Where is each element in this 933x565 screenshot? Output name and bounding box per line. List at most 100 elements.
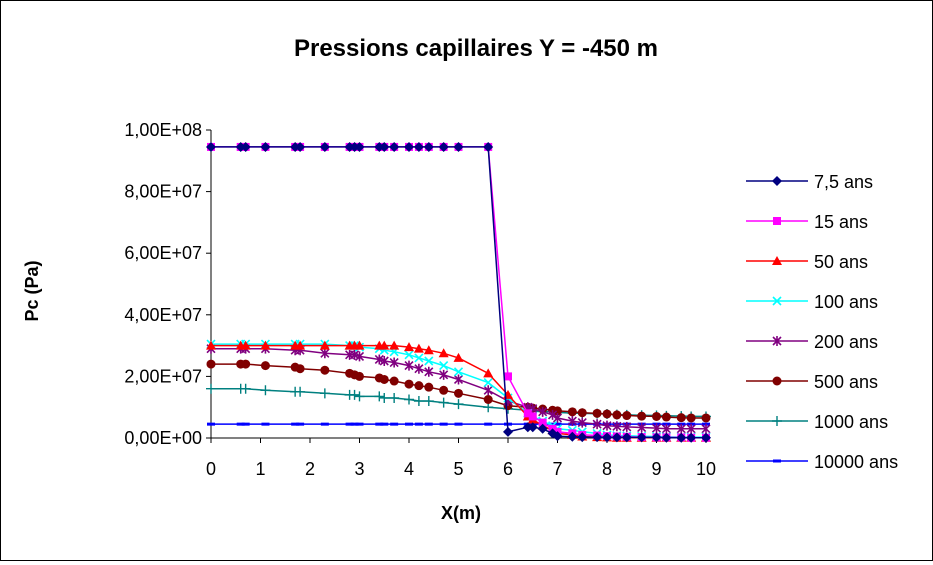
data-point [206, 141, 216, 152]
x-tick-label: 8 [602, 459, 612, 479]
data-point [438, 397, 449, 408]
data-point [661, 423, 671, 434]
data-point [528, 412, 537, 421]
data-point [350, 422, 359, 426]
data-point [424, 422, 433, 426]
data-point [676, 413, 686, 423]
data-point [260, 385, 271, 396]
data-point [355, 371, 364, 381]
data-point [651, 432, 662, 443]
data-point [622, 421, 632, 432]
data-point [389, 376, 399, 386]
data-point [354, 340, 365, 350]
legend: 7,5 ans 15 ans 50 ans 100 ans 200 ans 500 ans… [746, 172, 898, 472]
data-point [379, 392, 390, 403]
legend-entry: 1000 ans [746, 412, 888, 432]
series-7-5-ans [206, 141, 711, 443]
legend-entry: 100 ans [746, 292, 878, 312]
legend-entry: 50 ans [746, 252, 868, 272]
data-point [320, 365, 330, 375]
data-point [651, 423, 662, 434]
data-point [773, 217, 781, 225]
series-layer [206, 141, 711, 443]
x-tick-label: 3 [354, 459, 364, 479]
data-point [637, 411, 647, 421]
data-point [772, 336, 782, 346]
data-point [206, 340, 216, 350]
data-point [504, 372, 512, 381]
data-point [423, 141, 434, 152]
data-point [686, 423, 696, 434]
data-point [503, 426, 513, 437]
data-point [577, 432, 588, 443]
data-point [240, 340, 251, 350]
y-tick-label: 4,00E+07 [124, 305, 202, 325]
data-point [240, 141, 251, 152]
data-point [405, 422, 413, 426]
data-point [676, 432, 687, 443]
data-point [345, 422, 354, 426]
legend-entry: 15 ans [746, 212, 868, 232]
data-point [241, 359, 251, 369]
data-point [552, 431, 563, 442]
data-point [375, 422, 384, 426]
data-point [661, 432, 672, 443]
legend-label: 10000 ans [814, 452, 898, 472]
data-point [454, 388, 463, 398]
data-point [611, 432, 622, 443]
data-point [260, 141, 271, 152]
data-point [701, 413, 711, 423]
data-point [772, 416, 782, 426]
data-point [676, 423, 686, 434]
legend-entry: 200 ans [746, 332, 878, 352]
x-tick-label: 9 [651, 459, 661, 479]
data-point [637, 422, 647, 433]
data-point [453, 399, 464, 410]
data-point [439, 422, 448, 426]
data-point [483, 141, 494, 152]
y-axis-label: Pc (Pa) [22, 260, 42, 321]
y-tick-label: 6,00E+07 [124, 243, 202, 263]
data-point [379, 374, 389, 384]
data-point [424, 356, 434, 366]
data-point [354, 351, 365, 362]
data-point [261, 422, 270, 426]
axes: 0,00E+00 2,00E+07 4,00E+07 6,00E+07 8,00E+07… [124, 120, 716, 479]
data-point [453, 367, 464, 377]
data-point [484, 422, 493, 426]
data-point [296, 422, 305, 426]
data-point [454, 422, 463, 426]
x-tick-label: 6 [503, 459, 513, 479]
data-point [260, 340, 271, 350]
data-point [349, 389, 360, 400]
data-point [414, 363, 424, 374]
data-point [538, 418, 547, 427]
data-point [621, 432, 632, 443]
data-point [295, 386, 306, 397]
data-point [424, 366, 434, 377]
legend-entry: 10000 ans [746, 452, 898, 472]
data-point [354, 141, 365, 152]
legend-label: 15 ans [814, 212, 868, 232]
data-point [355, 422, 364, 426]
series-10000-ans [207, 422, 710, 426]
data-point [319, 141, 330, 152]
y-tick-label: 0,00E+00 [124, 428, 202, 448]
data-point [602, 409, 612, 419]
y-tick-label: 1,00E+08 [124, 120, 202, 140]
legend-label: 50 ans [814, 252, 868, 272]
data-point [389, 340, 400, 350]
data-point [577, 408, 587, 418]
data-point [548, 422, 557, 426]
data-point [423, 396, 434, 407]
data-point [389, 141, 400, 152]
legend-label: 100 ans [814, 292, 878, 312]
y-tick-label: 8,00E+07 [124, 182, 202, 202]
data-point [538, 406, 548, 417]
data-point [592, 408, 602, 418]
data-point [349, 349, 360, 360]
data-point [439, 361, 449, 371]
data-point [439, 385, 449, 395]
x-tick-label: 4 [404, 459, 414, 479]
